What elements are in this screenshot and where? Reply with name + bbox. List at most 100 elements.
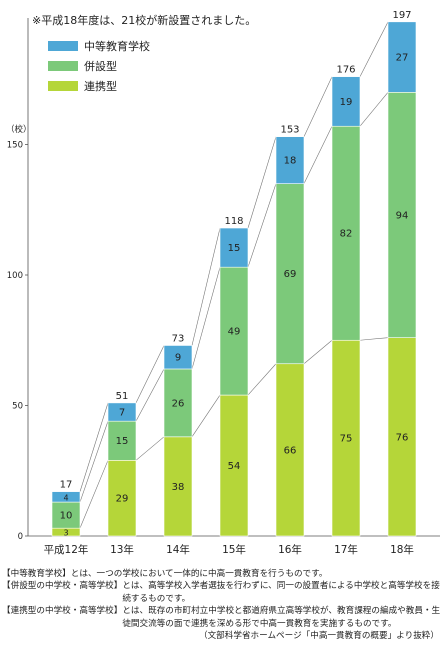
connector-line [247,136,277,229]
legend-swatch [48,41,78,51]
segment-value-label: 54 [228,461,241,472]
bar-segment [331,76,361,127]
legend-label: 中等教育学校 [84,39,150,53]
segment-value-label: 76 [396,432,409,443]
total-value-label: 197 [392,10,411,21]
segment-value-label: 38 [172,482,185,493]
connector-line [359,337,389,341]
connector-line [359,21,389,77]
segment-value-label: 18 [284,156,297,167]
note-chuto-head: 【中等教育学校】 [2,569,71,579]
segment-value-label: 9 [175,353,181,364]
total-value-label: 73 [172,333,185,344]
bar-segment [275,183,305,365]
bar-segment [51,491,81,503]
bar-segment [331,125,361,341]
segment-value-label: 26 [172,398,185,409]
bar-segment [387,337,417,537]
bar-segment [219,227,249,268]
y-tick-label: 100 [7,271,23,281]
connector-line [247,183,277,268]
source-citation: （文部科学省ホームページ「中高一貫教育の概要」より抜粋） [198,631,439,642]
segment-value-label: 15 [228,243,241,254]
connector-line [303,76,333,137]
segment-value-label: 29 [116,494,129,505]
connector-line [135,368,165,422]
total-value-label: 51 [116,391,129,402]
segment-value-label: 7 [119,408,125,419]
bar-segment [387,21,417,93]
y-tick-label: 150 [7,141,23,151]
connector-line [79,402,109,492]
legend-label: 連携型 [84,79,117,93]
segment-value-label: 19 [340,97,353,108]
chart-axes: 0 50 100 150 [7,18,440,542]
bar-segment [163,368,193,438]
bar-segment [275,363,305,537]
legend-swatch [48,61,78,71]
segment-value-label: 75 [340,434,353,445]
labels: 3 10 4 17 平成12年 29 15 7 51 13年 38 26 9 73 14年 54 49 15 118… [44,10,414,556]
bars [51,21,417,537]
segment-value-label: 49 [228,327,241,338]
total-value-label: 118 [224,216,243,227]
connector-line [303,126,333,184]
connector-line [135,436,165,461]
bar-segment [51,501,81,529]
segment-value-label: 66 [284,445,297,456]
bar-segment [331,339,361,537]
note-chuto-body: とは、一つの学校において一体的に中高一貫教育を行うものです。 [70,569,328,579]
segment-value-label: 82 [340,229,353,240]
bar-segment [387,92,417,338]
x-category-label: 17年 [334,543,358,556]
bar-segment [107,420,137,461]
stacked-bar-chart: 0 50 100 150 3 10 4 17 平成12年 29 15 7 51 13年 38 26 9 73 14… [6,10,440,556]
y-tick-label: 50 [12,402,23,412]
connector-line [191,267,221,370]
x-category-label: 13年 [110,543,134,556]
segment-value-label: 10 [60,511,73,522]
bar-segment [275,136,305,184]
connector-line [359,92,389,127]
connector-line [191,227,221,346]
connector-line [79,460,109,529]
total-value-label: 176 [336,65,355,76]
note-renkei: 【連携型の中学校・高等学校】 とは、既存の市町村立中学校と都道府県立高等学校が、… [2,605,445,630]
footnotes: 【中等教育学校】 とは、一つの学校において一体的に中高一貫教育を行うものです。 … [2,568,445,642]
connector-line [191,394,221,437]
note-renkei-head: 【連携型の中学校・高等学校】 [2,606,123,617]
segment-value-label: 94 [396,210,409,221]
legend-swatch [48,81,78,91]
x-category-label: 16年 [278,543,302,556]
connector-line [79,421,109,503]
connector-line [303,340,333,364]
x-category-label: 平成12年 [44,543,89,556]
note-heisetsu: 【併設型の中学校・高等学校】 とは、高等学校入学者選抜を行わずに、同一の設置者に… [2,580,445,605]
segment-value-label: 27 [396,53,409,64]
chart-annotation: ※平成18年度は、21校が新設置されました。 [32,13,256,27]
bar-segment [107,460,137,537]
x-category-label: 18年 [390,543,414,556]
bar-segment [163,436,193,537]
segment-value-label: 15 [116,436,129,447]
y-axis-label: （校） [6,124,32,135]
x-category-label: 15年 [222,543,246,556]
bar-segment [107,402,137,422]
note-renkei-body: とは、既存の市町村立中学校と都道府県立高等学校が、教育課程の編成や教員・生徒間交… [122,606,441,629]
bar-segment [219,266,249,396]
growth-connector-lines [79,21,389,529]
x-category-label: 14年 [166,543,190,556]
connector-line [135,345,165,404]
legend-label: 併設型 [84,59,117,73]
segment-value-label: 3 [63,529,68,538]
y-tick-label: 0 [18,532,23,542]
bar-segment [163,345,193,370]
connector-line [247,363,277,396]
note-heisetsu-body: とは、高等学校入学者選抜を行わずに、同一の設置者による中学校と高等学校を接続する… [122,581,440,604]
segment-value-label: 4 [63,493,68,502]
note-heisetsu-head: 【併設型の中学校・高等学校】 [2,581,123,592]
total-value-label: 17 [60,480,73,491]
note-chuto: 【中等教育学校】 とは、一つの学校において一体的に中高一貫教育を行うものです。 [2,568,445,580]
segment-value-label: 69 [284,269,297,280]
